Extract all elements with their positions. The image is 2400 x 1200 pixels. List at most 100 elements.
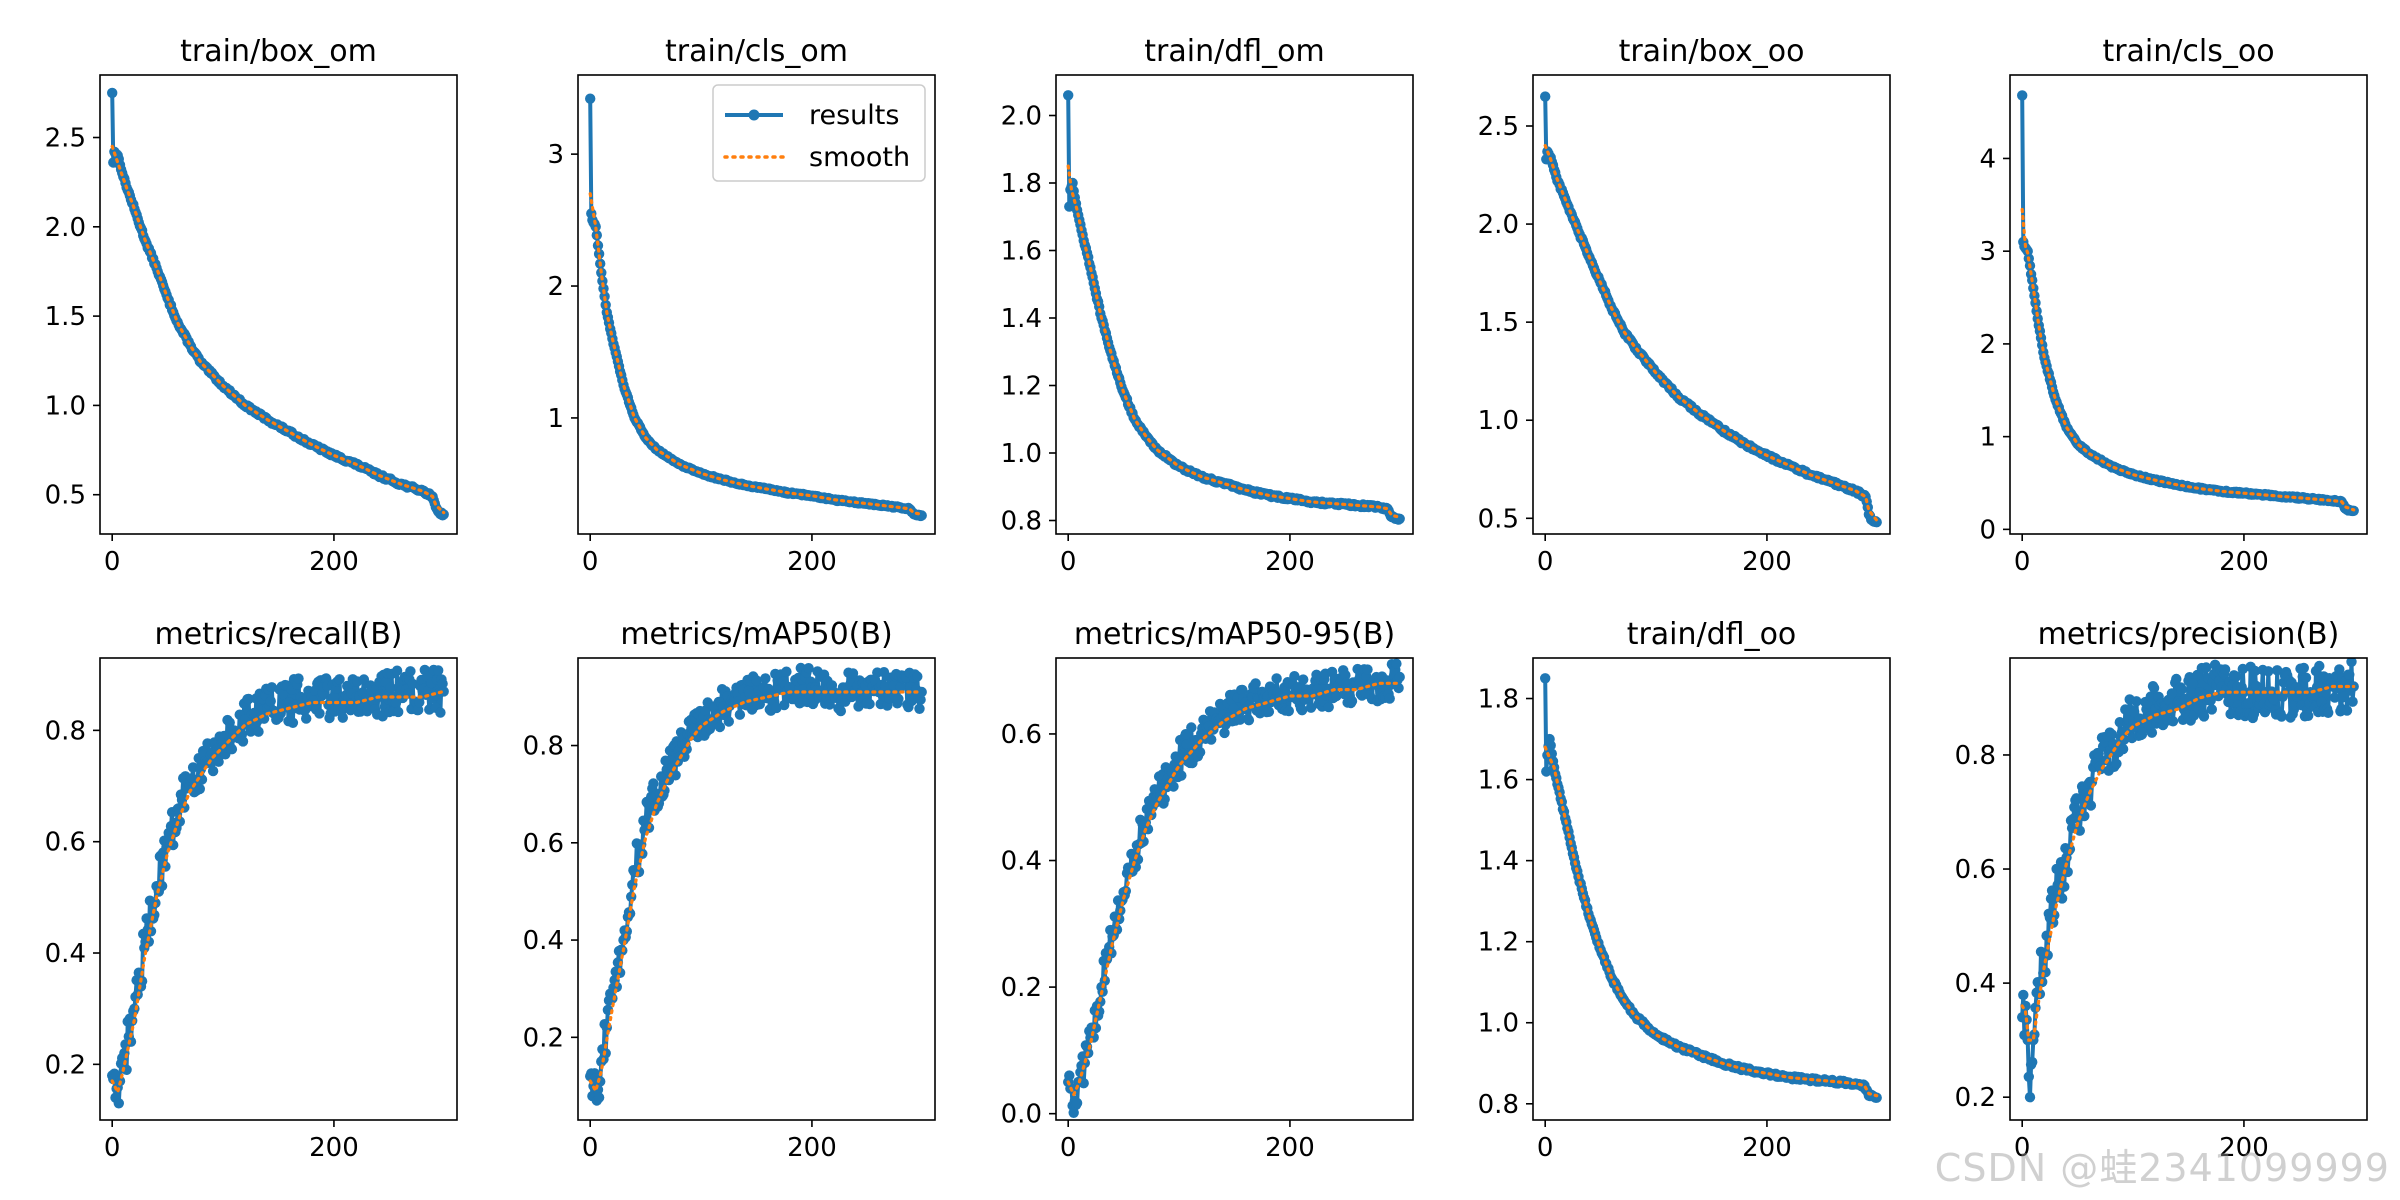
x-tick-label: 200 bbox=[2219, 547, 2269, 577]
y-tick-label: 1.6 bbox=[1001, 237, 1042, 267]
data-point bbox=[714, 721, 726, 733]
y-tick-label: 0.5 bbox=[1478, 504, 1519, 534]
axes-frame bbox=[2009, 74, 2368, 535]
axes-frame bbox=[577, 74, 936, 535]
data-point bbox=[1296, 705, 1308, 716]
x-tick-label: 200 bbox=[1742, 1133, 1792, 1163]
data-point bbox=[1234, 714, 1246, 725]
data-point bbox=[314, 708, 325, 719]
axes-frame bbox=[1532, 657, 1891, 1121]
data-point bbox=[2198, 711, 2210, 722]
data-point bbox=[2106, 729, 2118, 740]
data-point bbox=[2308, 690, 2319, 701]
subplot-train-dfl-om: train/dfl_om 0 200 0.8 1.0 1.2 1.4 1.6 1.8 2.0 bbox=[1001, 34, 1414, 577]
data-point bbox=[2031, 305, 2042, 317]
y-tick-label: 3 bbox=[547, 140, 564, 170]
y-tick-label: 1.0 bbox=[1001, 439, 1042, 469]
data-point bbox=[2062, 866, 2073, 878]
data-point bbox=[393, 706, 404, 718]
subplot-title: train/cls_om bbox=[665, 34, 848, 69]
subplot-title: metrics/recall(B) bbox=[154, 617, 402, 652]
data-point bbox=[277, 688, 289, 700]
plot-area bbox=[107, 664, 449, 1109]
y-tick-label: 1 bbox=[547, 404, 564, 434]
axes-frame bbox=[1532, 74, 1891, 535]
y-tick-label: 0.0 bbox=[1001, 1100, 1042, 1130]
data-point bbox=[337, 712, 348, 723]
watermark-text: CSDN @蛙2341099999 bbox=[1934, 1146, 2390, 1190]
data-point bbox=[1168, 781, 1179, 792]
data-point bbox=[915, 694, 926, 705]
x-tick-label: 0 bbox=[1537, 547, 1554, 577]
series-line-smooth bbox=[1066, 164, 1402, 519]
data-point bbox=[2276, 711, 2287, 722]
data-point bbox=[2167, 716, 2179, 727]
y-tick-label: 0.8 bbox=[1001, 507, 1042, 537]
series-line-smooth bbox=[1543, 144, 1879, 522]
data-point bbox=[113, 1098, 125, 1109]
data-point bbox=[2263, 666, 2274, 677]
series-line-results bbox=[2020, 659, 2356, 1100]
data-point bbox=[864, 698, 875, 710]
data-point bbox=[847, 668, 859, 679]
y-tick-label: 1.2 bbox=[1001, 372, 1042, 402]
x-tick-label: 0 bbox=[2014, 547, 2031, 577]
y-tick-label: 1 bbox=[1979, 423, 1996, 453]
data-point bbox=[1354, 677, 1366, 689]
series-line-results bbox=[1066, 95, 1401, 522]
y-tick-label: 1.0 bbox=[45, 391, 86, 421]
data-point bbox=[2223, 696, 2234, 708]
axes-frame bbox=[577, 657, 936, 1121]
x-tick-label: 0 bbox=[1060, 547, 1077, 577]
data-point bbox=[187, 762, 199, 773]
x-tick-label: 200 bbox=[309, 547, 359, 577]
data-point bbox=[2166, 688, 2178, 699]
data-point bbox=[2146, 727, 2158, 738]
data-point bbox=[2107, 738, 2119, 749]
data-point bbox=[2131, 696, 2142, 707]
data-point bbox=[2237, 663, 2248, 675]
data-point bbox=[194, 783, 205, 795]
data-point bbox=[660, 755, 671, 766]
x-tick-label: 0 bbox=[582, 547, 599, 577]
data-point bbox=[1263, 706, 1275, 717]
data-point bbox=[237, 736, 249, 747]
x-tick-label: 0 bbox=[1060, 1133, 1077, 1163]
data-point bbox=[670, 770, 681, 781]
data-point bbox=[2268, 694, 2280, 705]
y-tick-label: 0.6 bbox=[1955, 855, 1996, 885]
subplot-metrics-map50-b-: metrics/mAP50(B) 0 200 0.2 0.4 0.6 0.8 bbox=[523, 617, 936, 1163]
y-tick-label: 0.2 bbox=[523, 1023, 564, 1053]
data-point bbox=[1394, 671, 1405, 683]
data-point bbox=[1181, 739, 1193, 750]
data-point bbox=[2056, 893, 2068, 904]
series-line-smooth bbox=[2020, 207, 2356, 512]
data-point bbox=[2341, 705, 2353, 716]
y-tick-label: 2 bbox=[547, 272, 564, 302]
data-point bbox=[1298, 674, 1309, 685]
data-point bbox=[597, 275, 608, 287]
subplot-title: metrics/mAP50(B) bbox=[620, 617, 892, 652]
series-line-results bbox=[588, 666, 924, 1103]
plot-area bbox=[107, 87, 449, 521]
data-point bbox=[2018, 989, 2029, 1001]
data-point bbox=[226, 744, 238, 755]
x-tick-label: 0 bbox=[104, 1133, 121, 1163]
data-point bbox=[1219, 727, 1230, 739]
series-line-results bbox=[1543, 96, 1879, 524]
data-point bbox=[1064, 1070, 1075, 1081]
y-tick-label: 3 bbox=[1979, 237, 1996, 267]
axes-frame bbox=[1055, 74, 1414, 535]
data-point bbox=[1323, 701, 1334, 713]
legend-results-marker bbox=[748, 109, 760, 121]
data-point bbox=[1243, 715, 1255, 726]
data-point bbox=[1283, 705, 1295, 717]
data-point bbox=[109, 1068, 120, 1079]
subplot-title: train/box_om bbox=[180, 34, 377, 69]
y-tick-label: 0.6 bbox=[45, 828, 86, 858]
data-point bbox=[1541, 766, 1552, 777]
data-point bbox=[1063, 90, 1074, 101]
y-tick-label: 1.0 bbox=[1478, 406, 1519, 436]
data-point bbox=[593, 248, 605, 260]
data-point bbox=[1176, 770, 1187, 781]
